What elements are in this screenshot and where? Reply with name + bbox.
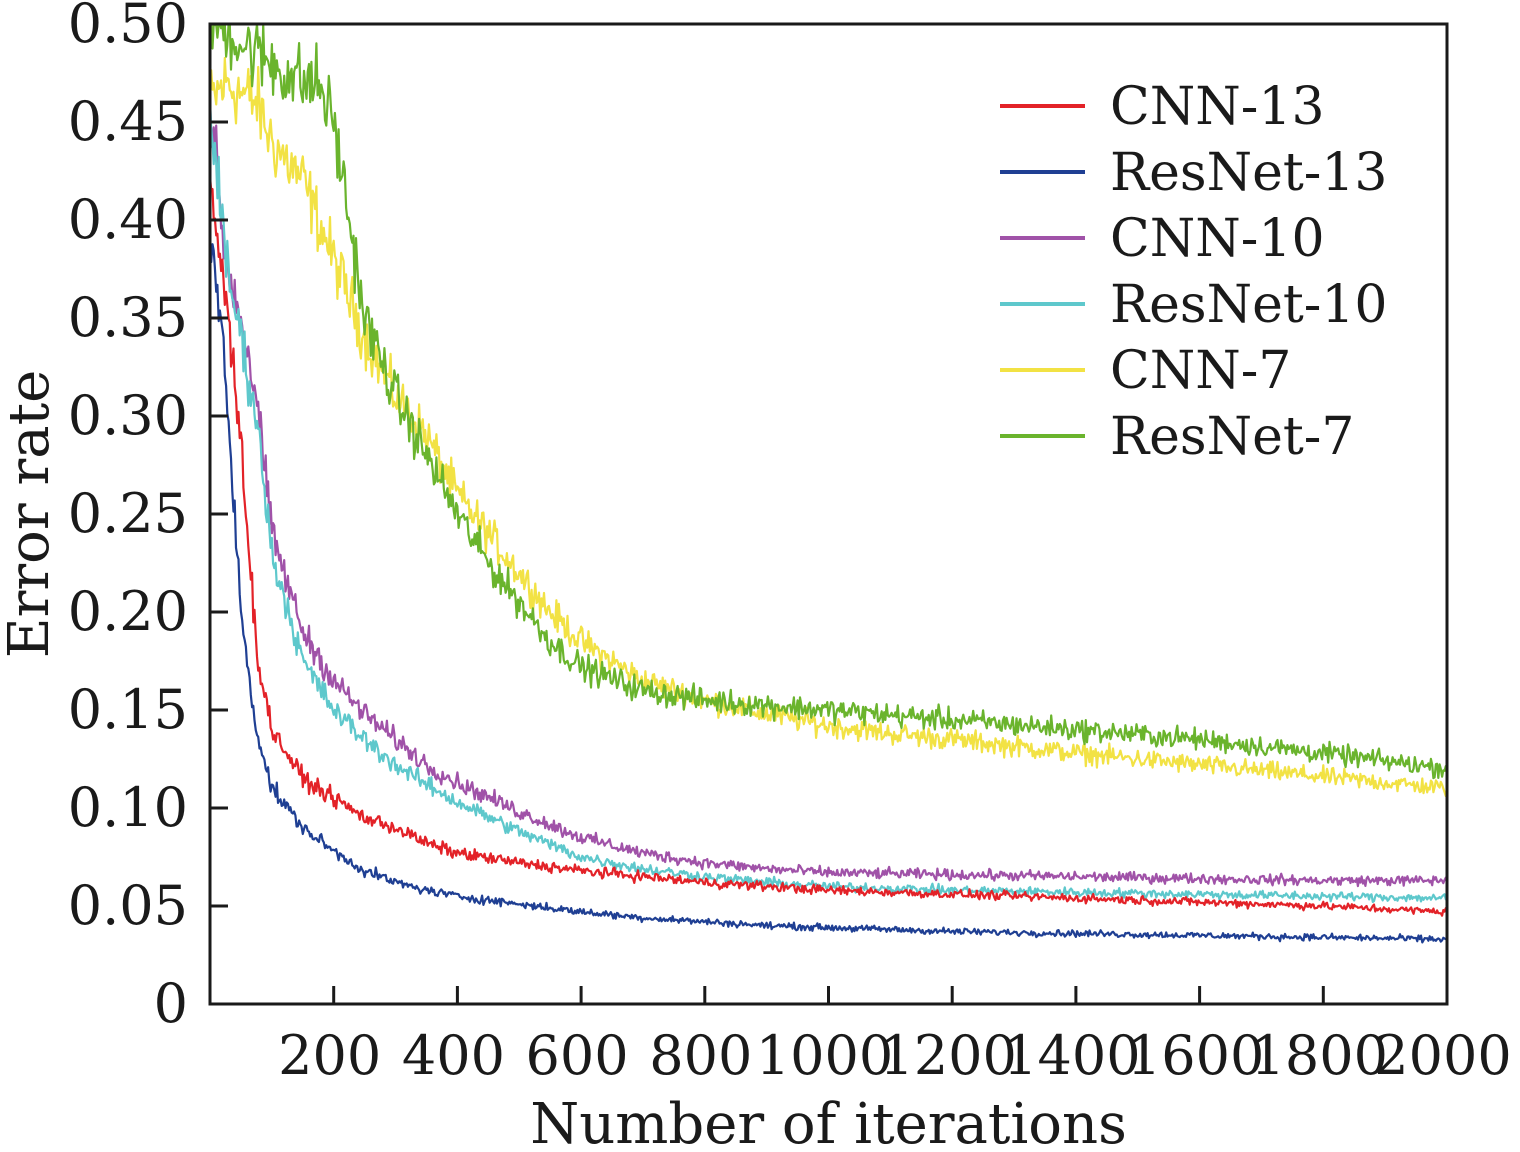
y-tick-label: 0.05: [68, 874, 188, 937]
y-tick-label: 0.50: [68, 0, 188, 55]
x-tick-label: 600: [526, 1024, 629, 1087]
y-tick-label: 0.25: [68, 482, 188, 545]
x-tick-label: 1000: [756, 1024, 893, 1087]
x-tick-label: 1400: [1003, 1024, 1140, 1087]
x-tick-label: 400: [402, 1024, 505, 1087]
y-tick-label: 0.35: [68, 286, 188, 349]
legend-label: ResNet-10: [1110, 275, 1388, 335]
legend-label: ResNet-13: [1110, 143, 1388, 203]
legend-label: CNN-7: [1110, 341, 1291, 401]
x-axis-title: Number of iterations: [530, 1092, 1127, 1152]
y-tick-label: 0.10: [68, 776, 188, 839]
y-tick-label: 0.20: [68, 580, 188, 643]
legend: CNN-13ResNet-13CNN-10ResNet-10CNN-7ResNe…: [1000, 77, 1388, 467]
x-tick-label: 2000: [1374, 1024, 1511, 1087]
series-line-resnet-13: [208, 232, 1448, 944]
y-tick-label: 0.45: [68, 90, 188, 153]
y-axis-title: Error rate: [0, 370, 62, 659]
x-tick-label: 1800: [1251, 1024, 1388, 1087]
y-tick-label: 0.30: [68, 384, 188, 447]
legend-label: CNN-10: [1110, 209, 1325, 269]
series-line-resnet-10: [208, 99, 1449, 904]
legend-label: CNN-13: [1110, 77, 1325, 137]
x-tick-label: 800: [649, 1024, 752, 1087]
x-tick-label: 1600: [1127, 1024, 1264, 1087]
series-layer: [208, 22, 1449, 944]
x-tick-label: 200: [278, 1024, 381, 1087]
series-line-cnn-13: [208, 176, 1449, 917]
y-tick-label: 0.40: [68, 188, 188, 251]
series-line-cnn-10: [208, 92, 1449, 888]
x-tick-label: 1200: [879, 1024, 1016, 1087]
series-line-resnet-7: [210, 22, 1449, 780]
y-tick-label: 0: [154, 972, 188, 1035]
legend-label: ResNet-7: [1110, 407, 1354, 467]
y-tick-label: 0.15: [68, 678, 188, 741]
